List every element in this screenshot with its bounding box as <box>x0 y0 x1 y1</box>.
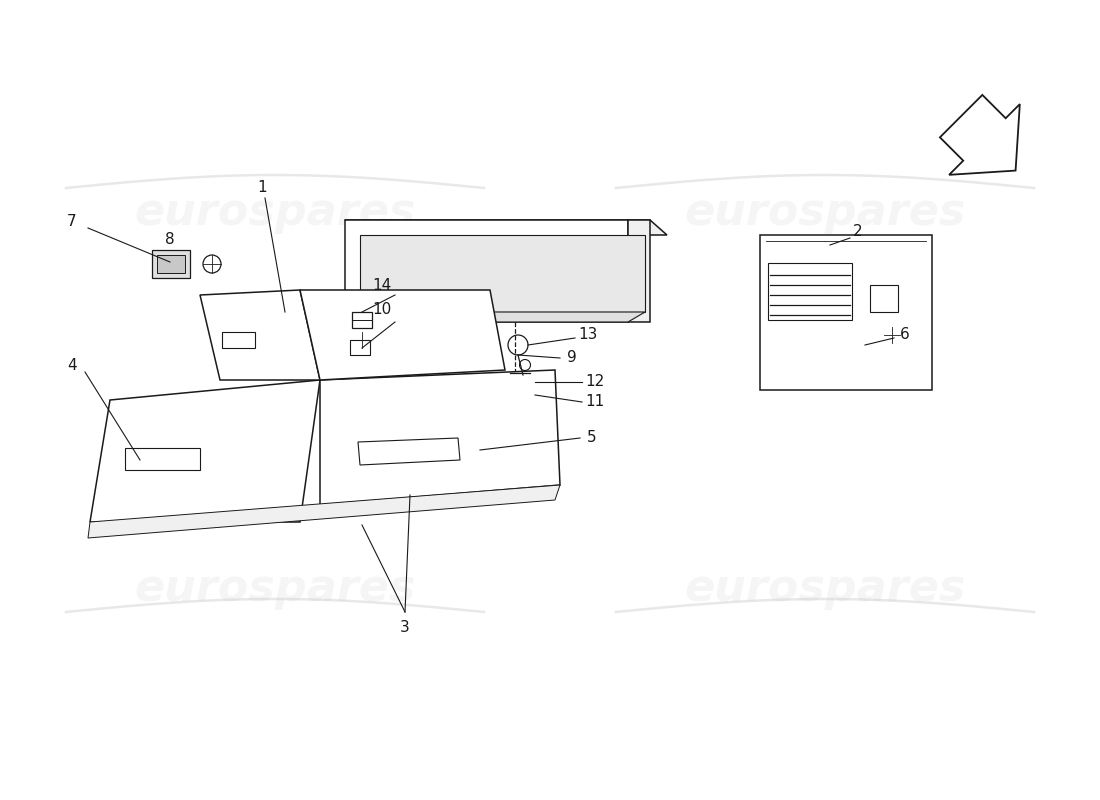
Polygon shape <box>320 370 560 505</box>
Text: 5: 5 <box>587 430 597 446</box>
Text: 10: 10 <box>373 302 392 318</box>
Text: 4: 4 <box>67 358 77 373</box>
Text: 14: 14 <box>373 278 392 293</box>
Polygon shape <box>628 220 650 322</box>
Text: 13: 13 <box>579 327 597 342</box>
Polygon shape <box>350 340 370 355</box>
Polygon shape <box>345 220 645 235</box>
Polygon shape <box>200 290 320 380</box>
Text: 9: 9 <box>568 350 576 366</box>
Polygon shape <box>345 312 645 322</box>
Polygon shape <box>125 448 200 470</box>
Text: eurospares: eurospares <box>684 566 966 610</box>
Circle shape <box>764 242 771 249</box>
Text: 6: 6 <box>900 327 910 342</box>
Polygon shape <box>360 235 645 312</box>
Text: 11: 11 <box>585 394 605 410</box>
Text: eurospares: eurospares <box>134 190 416 234</box>
Polygon shape <box>628 220 667 235</box>
Polygon shape <box>88 485 560 538</box>
Text: 8: 8 <box>165 233 175 247</box>
Polygon shape <box>760 235 932 390</box>
Polygon shape <box>300 290 505 380</box>
Text: 2: 2 <box>854 225 862 239</box>
Text: 7: 7 <box>67 214 77 230</box>
Text: 12: 12 <box>585 374 605 390</box>
Text: 3: 3 <box>400 621 410 635</box>
Circle shape <box>918 377 925 383</box>
Polygon shape <box>352 312 372 328</box>
Polygon shape <box>358 438 460 465</box>
Circle shape <box>918 242 925 249</box>
Polygon shape <box>157 255 185 273</box>
Polygon shape <box>90 380 320 522</box>
Polygon shape <box>345 220 628 322</box>
Text: 1: 1 <box>257 181 267 195</box>
Text: eurospares: eurospares <box>684 190 966 234</box>
Polygon shape <box>152 250 190 278</box>
Polygon shape <box>222 332 255 348</box>
Text: eurospares: eurospares <box>134 566 416 610</box>
